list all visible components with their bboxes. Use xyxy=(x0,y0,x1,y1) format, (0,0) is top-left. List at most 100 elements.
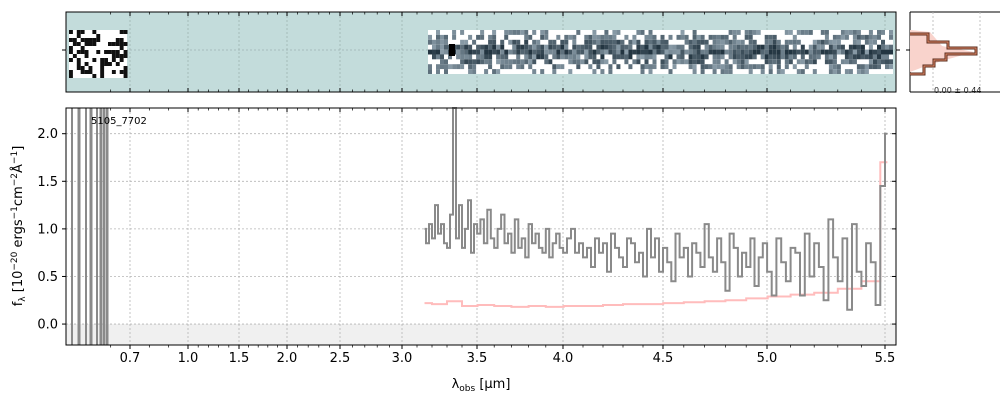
g2d-left-px xyxy=(69,30,73,34)
g2d-trace-px xyxy=(877,54,882,60)
g2d-trace-px xyxy=(460,54,465,60)
g2d-trace-px xyxy=(636,44,641,50)
y-tick-label-1: 0.5 xyxy=(37,270,58,285)
g2d-left-px xyxy=(111,70,116,74)
g2d-trace-px xyxy=(444,34,449,40)
g2d-trace-px xyxy=(540,30,545,35)
g2d-trace-px xyxy=(885,59,890,65)
g2d-trace-px xyxy=(756,49,761,55)
g2d-left-px xyxy=(92,42,97,46)
g2d-trace-px xyxy=(472,59,477,65)
g2d-trace-px xyxy=(776,69,781,74)
g2d-trace-px xyxy=(500,39,505,45)
g2d-trace-px xyxy=(724,34,729,40)
g2d-trace-px xyxy=(776,39,781,45)
g2d-trace-px xyxy=(540,34,545,40)
g2d-trace-px xyxy=(608,49,613,55)
g2d-trace-px xyxy=(712,49,717,55)
x-tick-label-3: 2.0 xyxy=(277,351,298,366)
g2d-trace-px xyxy=(468,59,473,65)
g2d-trace-px xyxy=(520,64,525,70)
g2d-trace-px xyxy=(712,69,717,74)
g2d-trace-px xyxy=(504,49,509,55)
g2d-trace-px xyxy=(828,49,833,55)
g2d-trace-px xyxy=(796,49,801,55)
g2d-trace-px xyxy=(468,44,473,50)
g2d-trace-px xyxy=(612,49,617,55)
g2d-left-px xyxy=(119,46,124,50)
g2d-trace-px xyxy=(792,49,797,55)
g2d-trace-px xyxy=(712,34,717,40)
g2d-trace-px xyxy=(584,39,589,45)
g2d-trace-px xyxy=(436,34,441,40)
g2d-trace-px xyxy=(700,59,705,65)
g2d-trace-px xyxy=(768,54,773,60)
g2d-trace-px xyxy=(885,49,890,55)
g2d-trace-px xyxy=(436,69,441,74)
g2d-trace-px xyxy=(804,59,809,65)
g2d-trace-px xyxy=(756,30,761,35)
x-tick-label-9: 5.0 xyxy=(757,351,778,366)
g2d-trace-px xyxy=(832,64,837,70)
g2d-trace-px xyxy=(812,49,817,55)
g2d-trace-px xyxy=(576,49,581,55)
histogram-panel: 0.00 ± 0.44 xyxy=(906,11,1000,95)
g2d-trace-px xyxy=(712,44,717,50)
g2d-trace-px xyxy=(560,44,565,50)
g2d-trace-px xyxy=(512,44,517,50)
g2d-trace-px xyxy=(596,59,601,65)
g2d-trace-px xyxy=(652,39,657,45)
g2d-trace-px xyxy=(856,34,861,40)
g2d-trace-px xyxy=(552,69,557,74)
g2d-left-px xyxy=(72,38,77,42)
g2d-trace-px xyxy=(612,59,617,65)
ylabel-rest2: ergs xyxy=(11,219,26,251)
g2d-left-px xyxy=(123,54,128,58)
g2d-trace-px xyxy=(776,54,781,60)
g2d-trace-px xyxy=(604,59,609,65)
g2d-trace-px xyxy=(428,64,433,70)
g2d-trace-px xyxy=(704,39,709,45)
g2d-trace-px xyxy=(881,44,886,50)
g2d-trace-px xyxy=(744,34,749,40)
g2d-trace-px xyxy=(720,44,725,50)
g2d-trace-px xyxy=(616,54,621,60)
g2d-trace-px xyxy=(720,34,725,40)
g2d-left-px xyxy=(115,50,120,54)
g2d-trace-px xyxy=(432,49,437,55)
g2d-left-px xyxy=(123,42,128,46)
g2d-trace-px xyxy=(788,30,793,35)
g2d-trace-px xyxy=(608,64,613,70)
g2d-trace-px xyxy=(488,59,493,65)
g2d-trace-px xyxy=(508,64,513,70)
g2d-trace-px xyxy=(820,49,825,55)
g2d-trace-px xyxy=(508,30,513,35)
g2d-trace-px xyxy=(520,59,525,65)
g2d-trace-px xyxy=(728,30,733,35)
g2d-trace-px xyxy=(680,44,685,50)
g2d-left-px xyxy=(69,74,73,78)
g2d-trace-px xyxy=(808,49,813,55)
g2d-trace-px xyxy=(676,44,681,50)
g2d-left-px xyxy=(88,70,93,74)
g2d-trace-px xyxy=(520,44,525,50)
g2d-trace-px xyxy=(768,44,773,50)
g2d-trace-px xyxy=(572,39,577,45)
g2d-trace-px xyxy=(648,44,653,50)
x-tick-label-6: 3.5 xyxy=(467,351,488,366)
g2d-trace-px xyxy=(616,49,621,55)
g2d-trace-px xyxy=(800,54,805,60)
g2d-trace-px xyxy=(572,49,577,55)
x-axis-label: λobs [μm] xyxy=(452,377,511,394)
g2d-trace-px xyxy=(877,49,882,55)
g2d-trace-px xyxy=(576,44,581,50)
g2d-trace-px xyxy=(860,64,865,70)
g2d-trace-px xyxy=(648,64,653,70)
g2d-trace-px xyxy=(736,44,741,50)
g2d-trace-px xyxy=(644,54,649,60)
g2d-trace-px xyxy=(792,54,797,60)
g2d-trace-px xyxy=(600,34,605,40)
g2d-trace-px xyxy=(716,44,721,50)
g2d-trace-px xyxy=(648,30,653,35)
g2d-trace-px xyxy=(732,54,737,60)
